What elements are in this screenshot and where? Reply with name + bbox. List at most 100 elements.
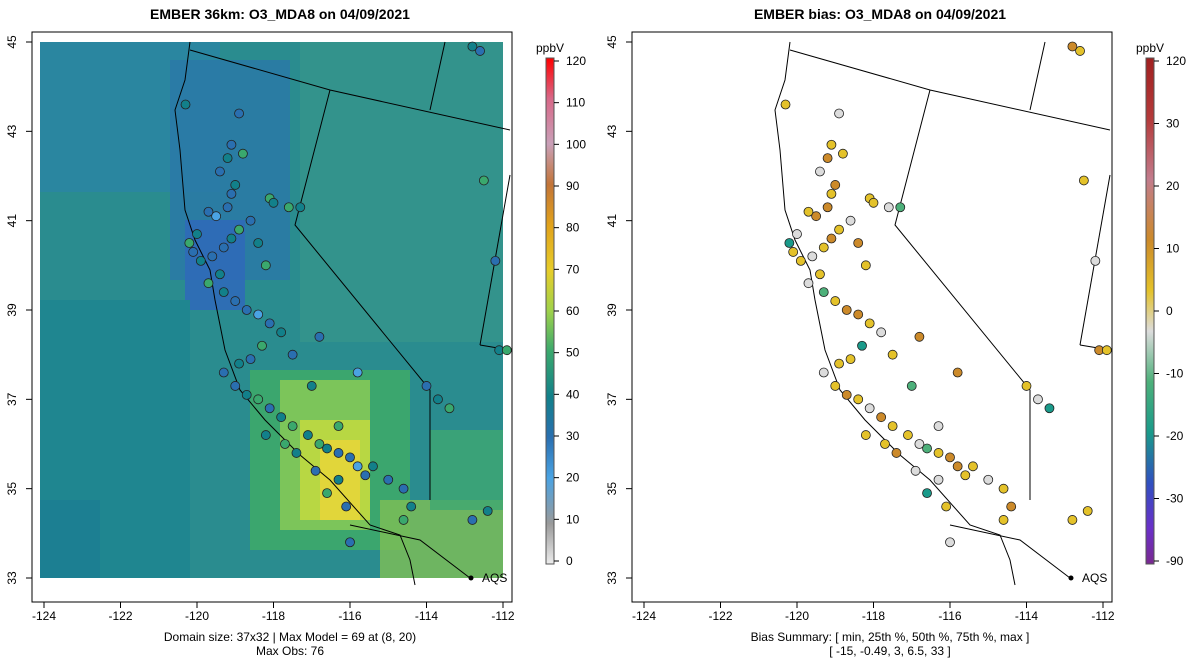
- station-marker: [383, 474, 394, 485]
- station-marker: [803, 206, 814, 217]
- y-tick-label: 37: [5, 392, 19, 406]
- station-marker: [952, 461, 963, 472]
- station-marker: [834, 224, 844, 235]
- station-marker: [864, 318, 875, 329]
- station-marker: [818, 242, 829, 253]
- station-marker: [998, 483, 1009, 494]
- colorbar-tick-label: 30: [566, 429, 580, 443]
- x-tick-label: -122: [108, 609, 132, 623]
- station-marker: [226, 188, 237, 199]
- x-tick-label: -122: [708, 609, 732, 623]
- x-tick-label: -112: [491, 609, 514, 623]
- station-marker: [883, 202, 894, 213]
- station-marker: [230, 296, 241, 306]
- station-marker: [815, 166, 825, 177]
- station-marker: [818, 287, 829, 298]
- station-marker: [1021, 381, 1032, 391]
- station-marker: [218, 367, 229, 378]
- station-marker: [834, 358, 844, 369]
- station-marker: [260, 430, 271, 440]
- station-marker: [818, 367, 829, 378]
- station-marker: [880, 439, 890, 449]
- station-marker: [287, 421, 298, 432]
- left-panel: EMBER 36km: O3_MDA8 on 04/09/2021: [5, 6, 586, 658]
- x-tick-label: -114: [1015, 609, 1038, 623]
- colorbar-tick-label: -30: [1166, 492, 1184, 506]
- station-marker: [467, 515, 478, 525]
- station-marker: [788, 247, 799, 257]
- station-marker: [945, 452, 955, 463]
- station-marker: [830, 296, 841, 306]
- station-marker: [195, 255, 206, 266]
- left-map-title: EMBER 36km: O3_MDA8 on 04/09/2021: [150, 6, 410, 22]
- station-marker: [314, 331, 325, 342]
- station-marker: [287, 349, 298, 360]
- station-marker: [215, 269, 225, 280]
- station-marker: [333, 448, 344, 458]
- colorbar-tick-label: 30: [1166, 117, 1180, 131]
- station-marker: [241, 305, 252, 315]
- y-tick-label: 39: [5, 303, 19, 317]
- station-marker: [945, 537, 955, 548]
- station-marker: [922, 488, 932, 499]
- x-tick-label: -124: [32, 609, 56, 623]
- station-marker: [784, 238, 795, 248]
- y-tick-label: 45: [605, 35, 619, 49]
- station-marker: [941, 501, 952, 512]
- station-marker: [815, 269, 825, 280]
- station-marker: [295, 202, 306, 213]
- station-marker: [830, 381, 841, 391]
- station-marker: [811, 211, 822, 222]
- right-aqs-label: AQS: [1082, 571, 1107, 585]
- y-tick-label: 39: [605, 303, 619, 317]
- station-marker: [876, 412, 887, 423]
- station-marker: [807, 251, 818, 262]
- right-y-axis: 45 43 41 39 37 35 33: [605, 35, 632, 585]
- station-marker: [853, 394, 864, 405]
- station-marker: [803, 278, 814, 289]
- colorbar-tick-label: 90: [566, 179, 580, 193]
- left-coastline: [174, 41, 511, 586]
- station-marker: [253, 394, 264, 405]
- station-marker: [211, 211, 222, 222]
- station-marker: [822, 202, 833, 213]
- station-marker: [482, 506, 493, 516]
- x-tick-label: -116: [338, 609, 361, 623]
- station-marker: [490, 255, 501, 266]
- colorbar-tick-label: 40: [566, 387, 580, 401]
- left-colorbar-unit: ppbV: [536, 41, 564, 55]
- station-marker: [253, 238, 264, 248]
- station-marker: [207, 251, 218, 262]
- station-marker: [1078, 175, 1089, 186]
- station-marker: [314, 439, 325, 449]
- left-aqs-label: AQS: [482, 571, 507, 585]
- station-marker: [998, 515, 1009, 525]
- station-marker: [421, 381, 432, 391]
- colorbar-tick-label: 80: [566, 221, 580, 235]
- station-marker: [1075, 46, 1085, 56]
- station-marker: [341, 501, 352, 512]
- station-marker: [444, 403, 455, 414]
- station-marker: [398, 515, 409, 525]
- right-coastline: [774, 41, 1111, 586]
- colorbar-tick-label: 10: [566, 512, 580, 526]
- station-marker: [253, 309, 264, 320]
- colorbar-tick-label: -10: [1166, 367, 1184, 381]
- y-tick-label: 43: [605, 124, 619, 138]
- colorbar-tick-label: 60: [566, 304, 580, 318]
- right-footer-line1: Bias Summary: [ min, 25th %, 50th %, 75t…: [750, 630, 1030, 644]
- station-marker: [192, 229, 202, 239]
- station-marker: [333, 421, 344, 432]
- left-footer-line1: Domain size: 37x32 | Max Model = 69 at (…: [163, 630, 417, 644]
- station-marker: [887, 421, 898, 432]
- station-marker: [230, 180, 241, 190]
- y-tick-label: 35: [5, 482, 19, 496]
- station-marker: [887, 349, 898, 360]
- station-marker: [360, 470, 371, 481]
- station-marker: [215, 166, 225, 177]
- station-marker: [795, 255, 806, 266]
- station-marker: [826, 233, 837, 244]
- station-marker: [218, 242, 229, 253]
- right-map-plot: AQS -124 -122 -120 -118 -116 -114 -112 45 43 41 3…: [605, 31, 1186, 623]
- station-marker: [467, 41, 478, 52]
